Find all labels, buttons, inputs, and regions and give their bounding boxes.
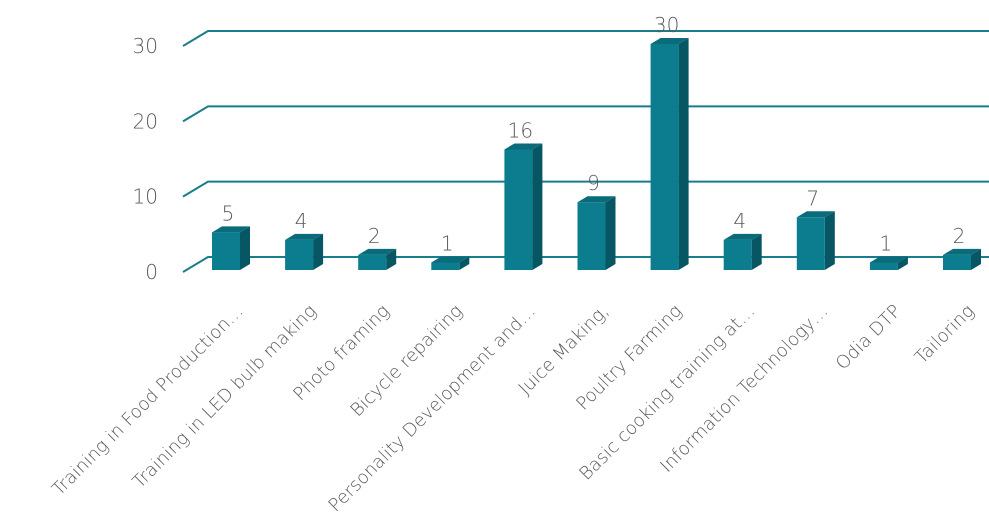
bar-side [532,143,543,270]
category-label: Odia DTP [832,301,906,375]
bar [796,211,835,270]
category-label: Tailoring [911,301,979,369]
y-tick-label: 20 [133,109,158,133]
bar [943,248,981,270]
bar-top [943,248,981,255]
bars [212,38,981,270]
bar-top [869,256,908,263]
bar-side [678,38,689,270]
bar-front [504,149,533,270]
bar [358,248,397,270]
bar-top [723,233,762,240]
y-axis-ticks: 0 10 20 30 [133,34,158,284]
bar-side [824,211,835,270]
bar-side [971,248,981,270]
gridline [182,30,989,47]
bar-top [358,248,397,255]
bar-front [943,254,971,270]
bar [212,226,250,270]
gridline [182,105,989,123]
data-label: 4 [733,209,746,233]
bar-front [650,44,679,270]
data-label: 30 [654,13,679,37]
data-label: 7 [806,186,819,210]
bar-front [577,202,606,270]
bar-side [459,256,470,270]
bar-front [869,262,898,270]
y-tick-label: 10 [133,185,158,209]
bar [577,196,616,270]
bar-side [386,248,397,270]
data-label: 4 [295,209,308,233]
bar-top [431,256,470,263]
bar-top [577,196,616,203]
data-label: 1 [880,231,893,255]
bar-front [358,254,387,270]
data-label: 2 [368,224,381,248]
bar-top [504,143,543,150]
bar-front [285,239,314,270]
data-label: 16 [508,118,533,142]
bar-front [212,232,240,270]
bar-side [605,196,616,270]
bar-top [650,38,689,44]
bar-top [212,226,250,233]
data-label: 9 [587,171,600,195]
bar-front [723,239,752,270]
bar [504,143,543,270]
bar [723,233,762,270]
data-label: 5 [222,201,235,225]
bar-top [285,233,324,240]
bar [431,256,470,270]
bar-front [796,217,825,270]
data-label: 2 [953,224,966,248]
data-label: 1 [441,231,454,255]
x-axis-categories: Training in Food Production…Training in … [48,301,978,516]
y-tick-label: 30 [133,34,158,58]
bar-side [313,233,324,270]
bar [869,256,908,270]
bar [650,38,689,270]
data-labels: 5 4 2 1 16 9 30 4 7 1 2 [222,13,966,255]
y-tick-label: 0 [145,260,158,284]
bar-side [897,256,908,270]
bar-side [240,226,250,270]
bar-top [796,211,835,218]
bar [285,233,324,270]
bar-side [751,233,762,270]
gridline [182,180,989,198]
bar-front [431,262,460,270]
